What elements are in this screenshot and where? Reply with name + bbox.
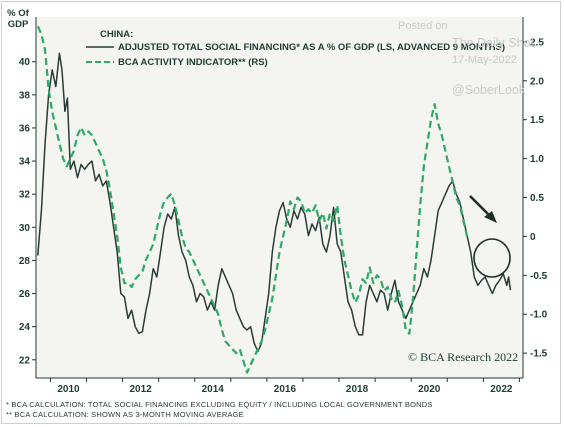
left-tick-label: 26 [19,289,31,300]
x-tick-label: 2012 [129,384,152,395]
legend: CHINA: ADJUSTED TOTAL SOCIAL FINANCING* … [86,29,505,68]
legend-title: CHINA: [100,29,133,40]
footnote-2: ** BCA CALCULATION: SHOWN AS 3-MONTH MOV… [6,410,244,419]
right-axis: -1.5 -1.0 -0.5 0 0.5 1.0 1.5 2.0 2.5 [522,17,548,378]
watermark-handle: @SoberLook [452,83,526,97]
footnote-1: * BCA CALCULATION: TOTAL SOCIAL FINANCIN… [6,400,433,409]
legend-label-bca: BCA ACTIVITY INDICATOR** (RS) [118,57,268,68]
right-tick-label: -1.0 [530,310,548,321]
series-layer [36,25,512,374]
x-tick-label: 2014 [202,384,225,395]
x-tick-label: 2016 [274,384,297,395]
right-tick-label: 2.5 [530,37,544,48]
left-tick-label: 30 [19,223,31,234]
left-tick-label: 32 [19,190,31,201]
highlight-annotation [469,195,511,278]
right-tick-label: 0 [530,232,536,243]
left-tick-label: 36 [19,123,31,134]
highlight-circle [473,238,511,278]
down-arrow-head [484,211,497,223]
left-axis-unit-label: % Of GDP [7,8,29,30]
plot-area [36,17,523,378]
x-tick-label: 2018 [346,384,369,395]
right-tick-label: -1.5 [530,349,548,360]
x-tick-label: 2022 [490,384,513,395]
series-line-bca [36,25,469,374]
left-tick-label: 24 [19,322,31,333]
right-tick-label: 2.0 [530,76,544,87]
x-tick-label: 2020 [418,384,441,395]
left-tick-label: 28 [19,256,31,267]
left-tick-label: 34 [19,157,31,168]
watermark-date: 17-May-2022 [452,54,517,66]
right-tick-label: 1.0 [530,154,544,165]
right-tick-label: 1.5 [530,115,544,126]
watermark-posted-on: Posted on [398,20,448,32]
left-axis: 22 24 26 28 30 32 34 36 38 40 [19,17,37,378]
right-tick-label: -0.5 [530,271,548,282]
legend-label-tsf: ADJUSTED TOTAL SOCIAL FINANCING* AS A % … [118,42,505,53]
series-line-tsf [37,52,512,353]
x-tick-label: 2010 [57,384,80,395]
left-tick-label: 22 [19,355,31,366]
x-axis: 2010 2012 2014 2016 2018 2020 2022 [36,377,523,395]
right-tick-label: 0.5 [530,193,544,204]
left-tick-label: 40 [19,57,31,68]
watermark-source: The Daily Shot [452,36,534,50]
left-axis-label-line2: GDP [8,19,29,30]
left-tick-label: 38 [19,90,31,101]
bca-credit: © BCA Research 2022 [408,350,519,364]
left-axis-label-line1: % Of [7,8,29,19]
